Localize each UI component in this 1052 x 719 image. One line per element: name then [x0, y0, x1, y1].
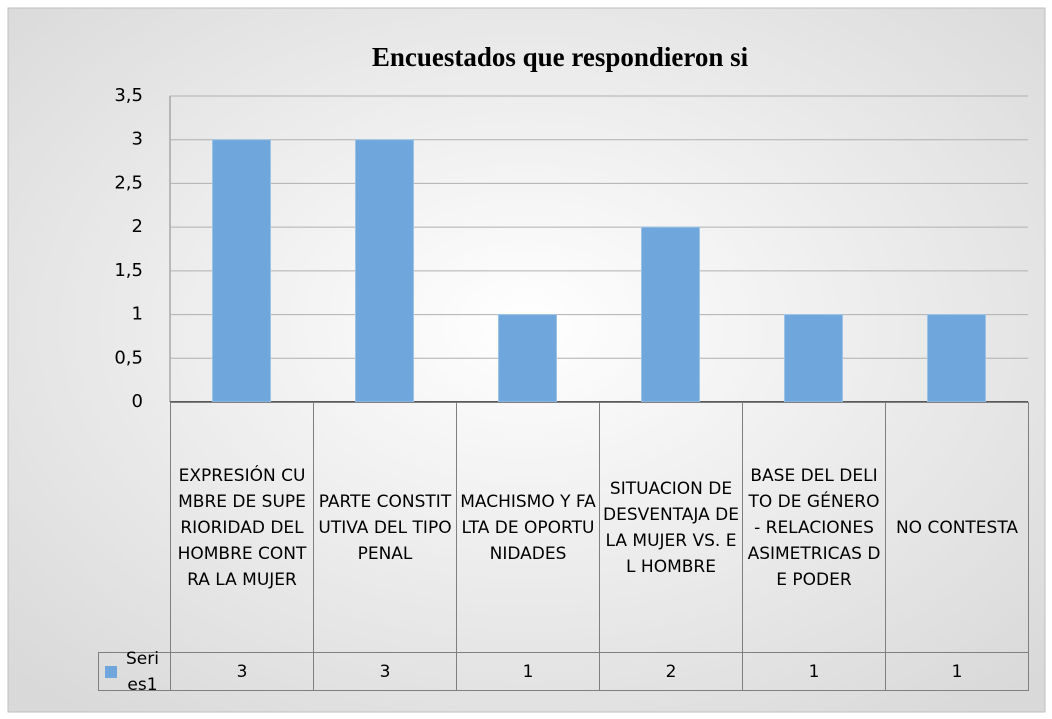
bar: [927, 314, 986, 403]
category-cell: EXPRESIÓN CUMBRE DE SUPERIORIDAD DEL HOM…: [170, 402, 314, 653]
legend-cell: Series1: [98, 649, 171, 695]
value-cell: 3: [313, 652, 457, 691]
bar: [498, 314, 557, 403]
bar: [641, 226, 700, 403]
bar: [355, 139, 414, 403]
value-cell: 2: [599, 652, 743, 691]
y-tick-label: 0,5: [114, 347, 143, 368]
value-cell: 1: [885, 652, 1029, 691]
value-cell: 1: [456, 652, 600, 691]
category-cell: NO CONTESTA: [885, 402, 1029, 653]
y-tick-label: 1: [132, 304, 143, 325]
category-cell: BASE DEL DELITO DE GÉNERO - RELACIONES A…: [742, 402, 886, 653]
bar: [784, 314, 843, 403]
y-tick-label: 2,5: [114, 172, 143, 193]
y-tick-label: 3,5: [114, 85, 143, 106]
category-cell: SITUACION DE DESVENTAJA DE LA MUJER VS. …: [599, 402, 743, 653]
legend-label: Series1: [126, 648, 159, 695]
category-cell: MACHISMO Y FALTA DE OPORTUNIDADES: [456, 402, 600, 653]
y-tick-label: 3: [132, 129, 143, 150]
value-cell: 3: [170, 652, 314, 691]
y-tick-label: 0: [132, 391, 143, 412]
bar: [212, 139, 271, 403]
legend-swatch: [105, 665, 117, 678]
y-tick-label: 2: [132, 216, 143, 237]
chart-title: Encuestados que respondieron si: [372, 42, 749, 72]
y-tick-label: 1,5: [114, 260, 143, 281]
category-cell: PARTE CONSTITUTIVA DEL TIPO PENAL: [313, 402, 457, 653]
value-cell: 1: [742, 652, 886, 691]
